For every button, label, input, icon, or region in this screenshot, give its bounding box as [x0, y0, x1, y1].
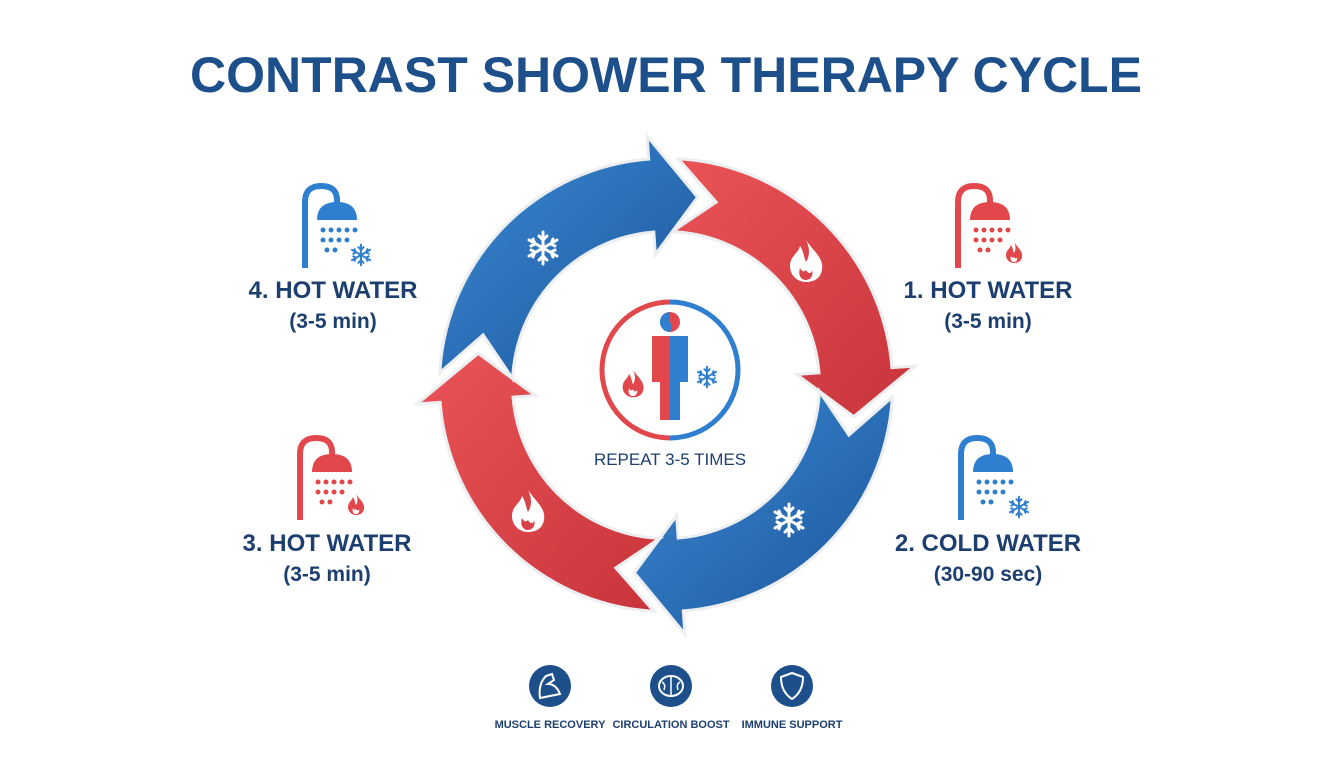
- title: CONTRAST SHOWER THERAPY CYCLE: [190, 47, 1142, 103]
- benefit-icon: [529, 665, 571, 707]
- cycle-arrow: [437, 131, 700, 384]
- step-duration: (30-90 sec): [934, 563, 1043, 586]
- center-emblem: [599, 299, 741, 441]
- benefit-icon: [771, 665, 813, 707]
- cycle-arrow: [412, 351, 665, 614]
- step-label: 2. COLD WATER: [895, 530, 1081, 557]
- step-label: 4. HOT WATER: [249, 277, 418, 304]
- snowflake-icon: [350, 243, 372, 267]
- cycle-ring: [412, 131, 920, 639]
- step-duration: (3-5 min): [283, 563, 371, 586]
- step-label: 1. HOT WATER: [904, 277, 1073, 304]
- step-label: 3. HOT WATER: [243, 530, 412, 557]
- shower-icon: [300, 438, 353, 520]
- center-label: REPEAT 3-5 TIMES: [594, 450, 746, 469]
- benefit-label: IMMUNE SUPPORT: [742, 719, 843, 731]
- shower-icon: [961, 438, 1014, 520]
- snowflake-icon: [1008, 495, 1030, 519]
- cycle-arrow: [667, 156, 920, 419]
- benefit-label: MUSCLE RECOVERY: [495, 719, 606, 731]
- cycle-arrow: [632, 386, 895, 639]
- flame-icon: [1006, 242, 1023, 263]
- benefit-icon: [650, 665, 692, 707]
- step-duration: (3-5 min): [944, 310, 1032, 333]
- step-duration: (3-5 min): [289, 310, 377, 333]
- flame-icon: [348, 494, 365, 515]
- benefit-label: CIRCULATION BOOST: [612, 719, 729, 731]
- shower-icon: [958, 186, 1011, 268]
- shower-icon: [305, 186, 358, 268]
